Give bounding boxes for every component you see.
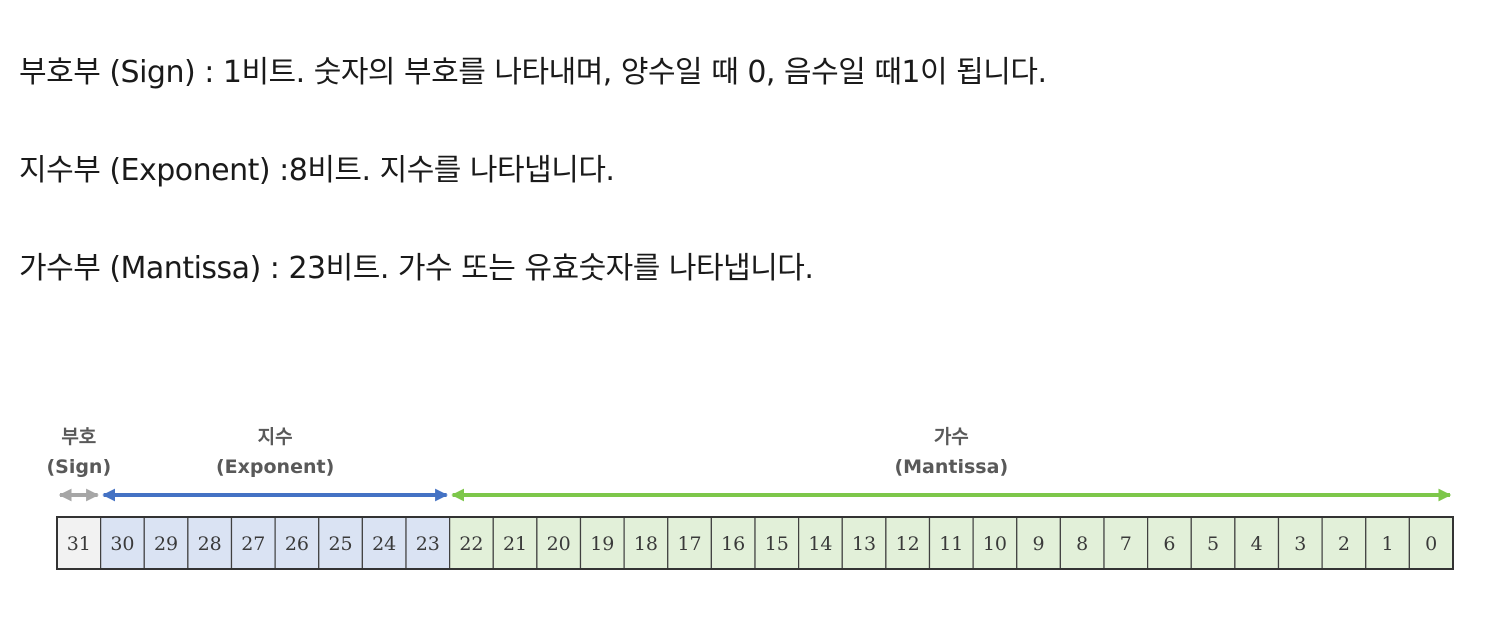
bit-number-8: 8 — [1076, 533, 1088, 555]
bit-cell-25 — [318, 516, 363, 570]
bit-number-29: 29 — [154, 533, 178, 555]
bit-cell-16 — [710, 516, 756, 570]
bit-row-frame — [56, 516, 1454, 570]
bit-cell-8 — [1059, 516, 1105, 570]
bit-number-23: 23 — [416, 533, 440, 555]
float-bit-layout-diagram: 부호 (Sign) 31 지수 (Exponent) 30 29 28 27 26 25 24 23 가수… — [0, 410, 1486, 590]
bit-cell-6 — [1147, 516, 1192, 570]
bit-number-19: 19 — [590, 533, 614, 555]
bit-number-6: 6 — [1163, 533, 1175, 555]
bit-number-13: 13 — [852, 533, 876, 555]
bit-number-1: 1 — [1382, 533, 1394, 555]
bit-number-16: 16 — [721, 533, 745, 555]
bit-number-26: 26 — [285, 533, 309, 555]
bit-cell-1 — [1365, 516, 1410, 570]
bit-number-4: 4 — [1251, 533, 1263, 555]
bit-cell-20 — [536, 516, 582, 570]
bit-cell-29 — [143, 516, 189, 570]
bit-number-21: 21 — [503, 533, 527, 555]
mantissa-description: 가수부 (Mantissa) : 23비트. 가수 또는 유효숫자를 나타냅니다… — [19, 251, 814, 286]
bit-number-28: 28 — [198, 533, 222, 555]
bit-number-9: 9 — [1033, 533, 1045, 555]
bit-number-15: 15 — [765, 533, 789, 555]
bit-number-22: 22 — [459, 533, 483, 555]
bit-number-20: 20 — [547, 533, 571, 555]
bit-number-30: 30 — [110, 533, 134, 555]
bit-number-27: 27 — [241, 533, 265, 555]
bit-cell-14 — [798, 516, 843, 570]
sign-label-english: (Sign) — [46, 456, 111, 478]
bit-cell-15 — [754, 516, 800, 570]
bit-cell-26 — [274, 516, 320, 570]
bit-number-25: 25 — [328, 533, 352, 555]
bit-number-24: 24 — [372, 533, 396, 555]
mantissa-label-english: (Mantissa) — [894, 456, 1008, 478]
bit-number-5: 5 — [1207, 533, 1219, 555]
sign-label-korean: 부호 — [61, 426, 96, 448]
bit-number-17: 17 — [677, 533, 701, 555]
bit-number-0: 0 — [1425, 533, 1437, 555]
bit-number-12: 12 — [896, 533, 920, 555]
bit-number-10: 10 — [983, 533, 1007, 555]
bit-cell-3 — [1277, 516, 1323, 570]
exponent-description: 지수부 (Exponent) :8비트. 지수를 나타냅니다. — [19, 153, 615, 188]
sign-description: 부호부 (Sign) : 1비트. 숫자의 부호를 나타내며, 양수일 때 0,… — [19, 55, 1047, 90]
exponent-label-korean: 지수 — [258, 426, 293, 448]
mantissa-label-korean: 가수 — [934, 426, 969, 448]
bit-number-18: 18 — [634, 533, 658, 555]
bit-cell-13 — [841, 516, 887, 570]
bit-cell-17 — [667, 516, 712, 570]
bit-cell-19 — [579, 516, 625, 570]
bit-cell-28 — [187, 516, 233, 570]
bit-number-14: 14 — [808, 533, 832, 555]
bit-number-3: 3 — [1294, 533, 1306, 555]
bit-number-31: 31 — [67, 533, 91, 555]
bit-cell-10 — [972, 516, 1018, 570]
description-text: 부호부 (Sign) : 1비트. 숫자의 부호를 나타내며, 양수일 때 0,… — [19, 48, 1459, 294]
bit-number-2: 2 — [1338, 533, 1350, 555]
bit-number-7: 7 — [1120, 533, 1132, 555]
exponent-label-english: (Exponent) — [216, 456, 334, 478]
bit-number-11: 11 — [939, 533, 963, 555]
